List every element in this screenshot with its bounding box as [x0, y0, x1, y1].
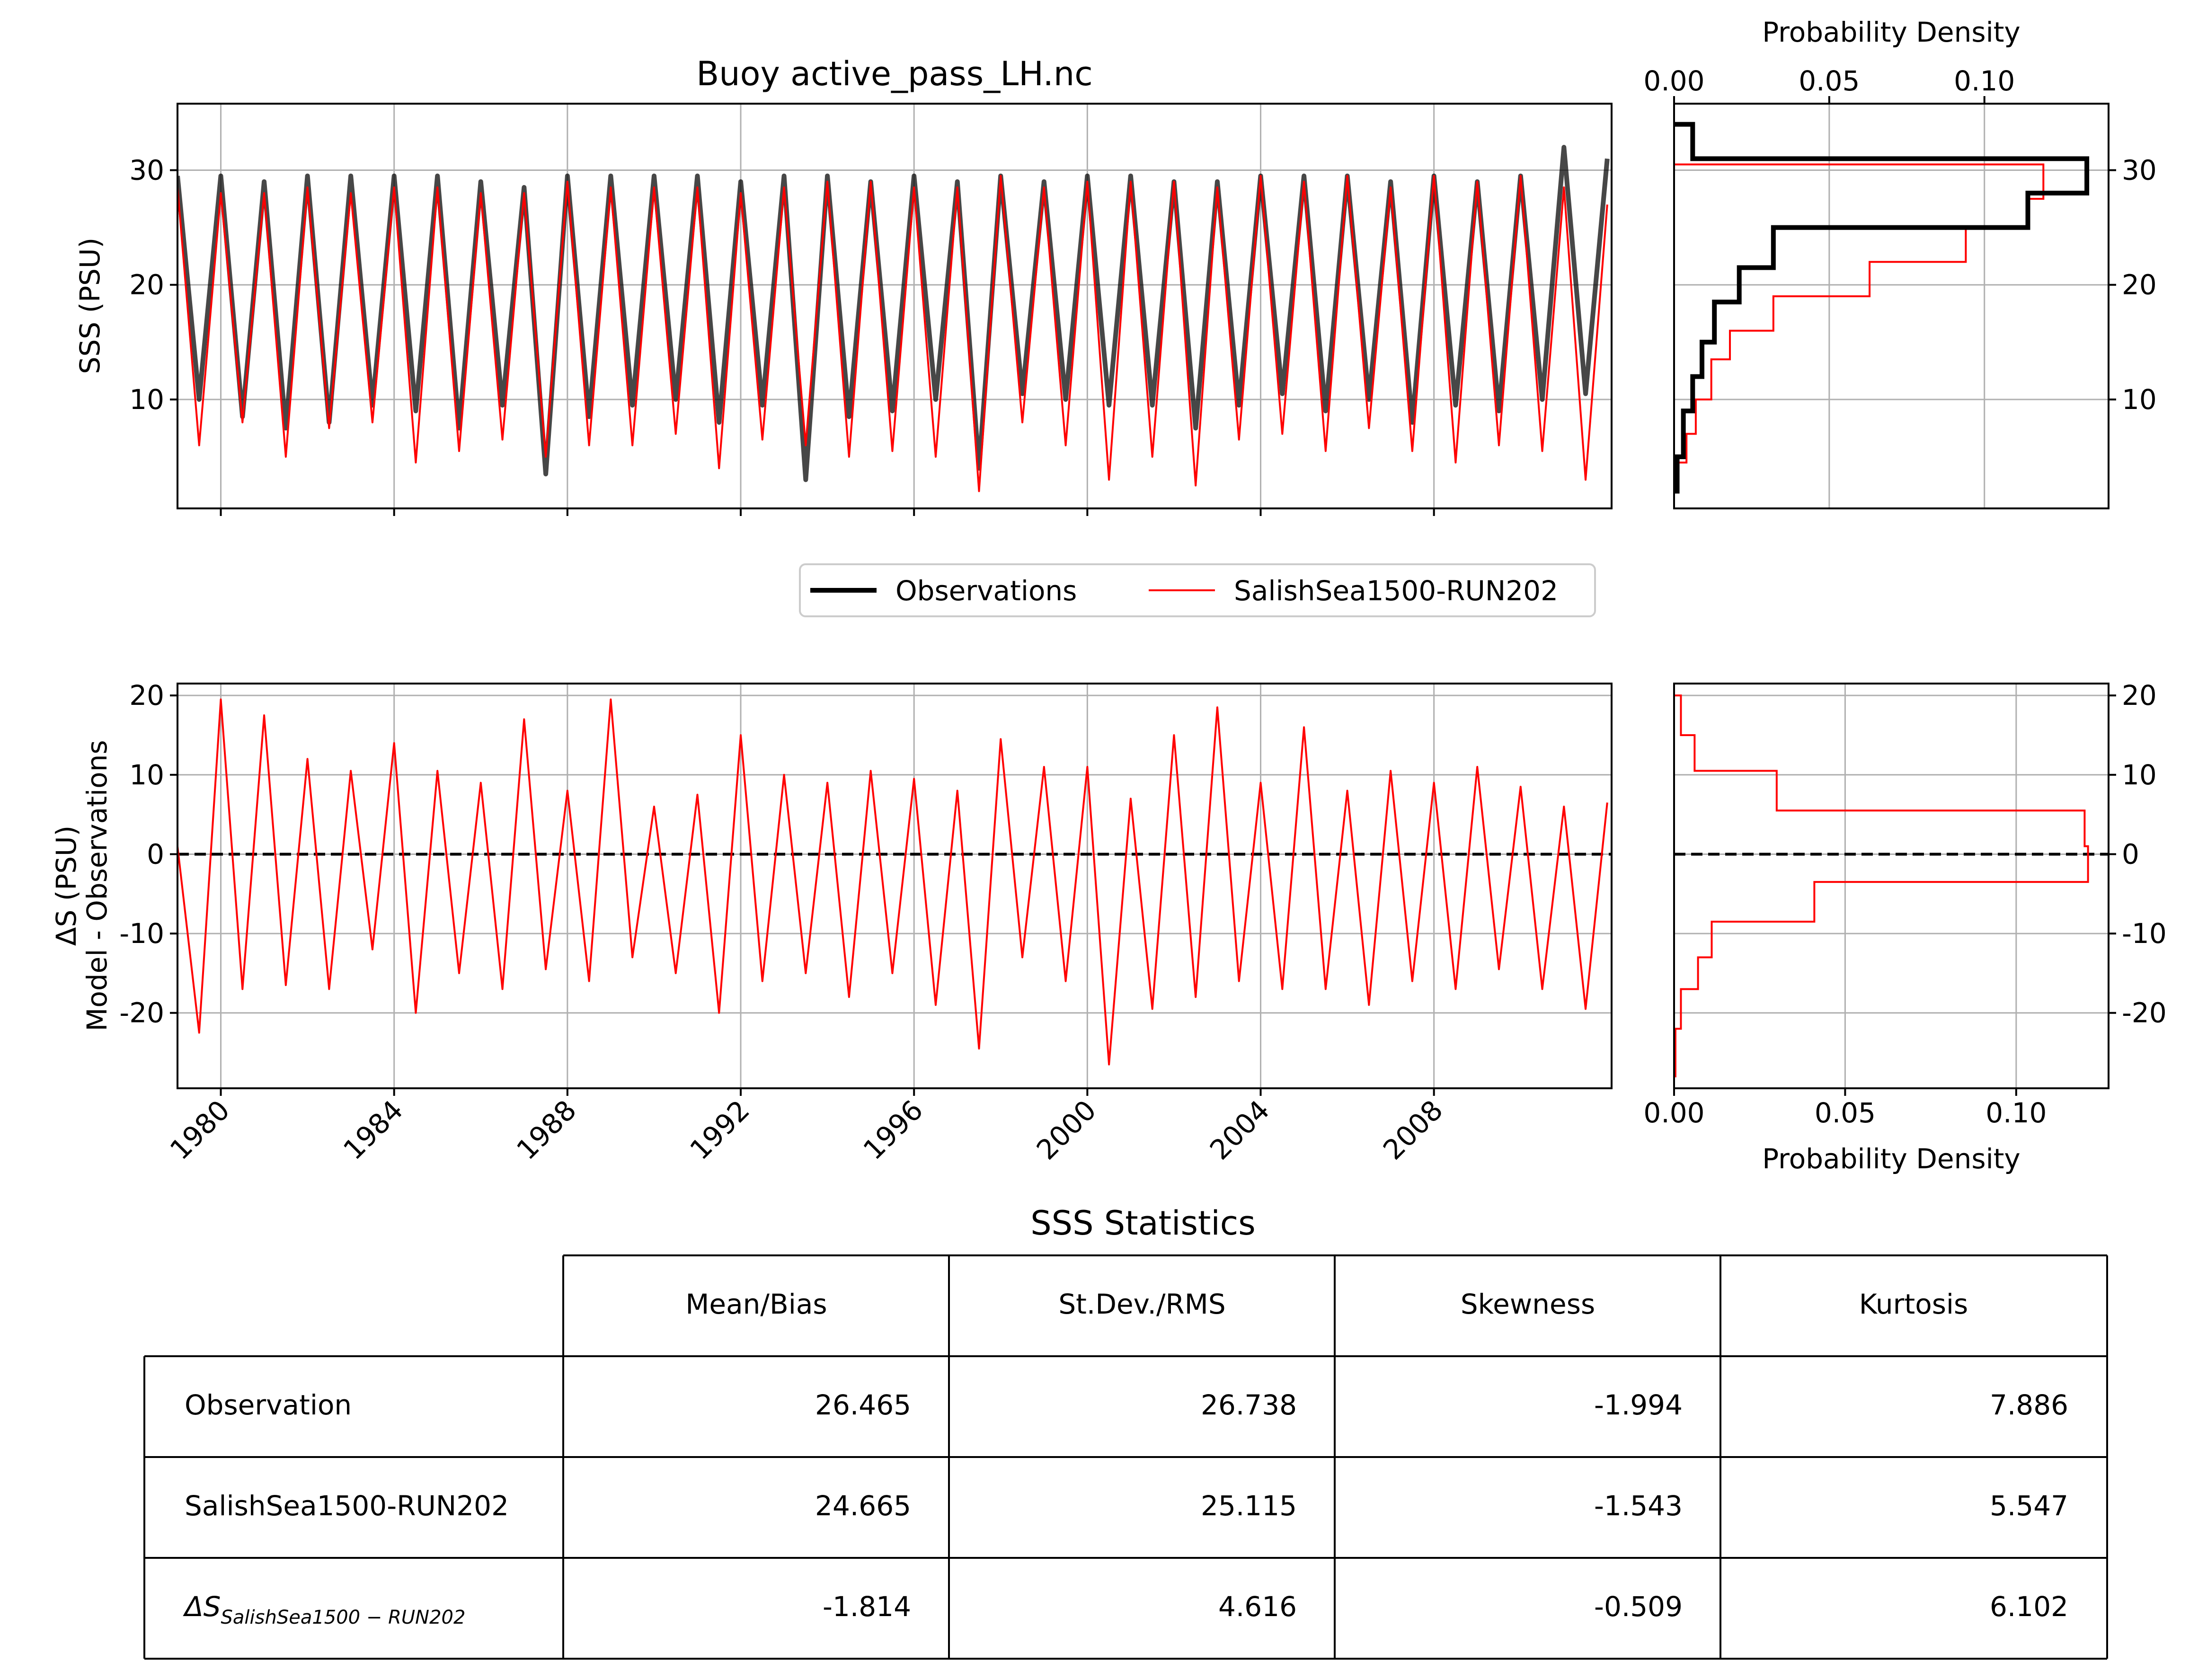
- sss-timeseries-frame: [177, 103, 1613, 509]
- delta-s-timeseries-yticks: -20 -10 0 10 20: [119, 679, 177, 1029]
- delta-s-histogram-panel: 0.00 0.05 0.10 -20 -10 0 10 20 Probability Den…: [1643, 679, 2166, 1175]
- table-row-label-delta-main: ΔS: [183, 1591, 221, 1623]
- y-tick-label: 20: [129, 679, 164, 711]
- delta-s-timeseries-frame: [177, 683, 1613, 1089]
- y-tick-label: 10: [2122, 383, 2157, 416]
- legend-label-model: SalishSea1500-RUN202: [1234, 575, 1558, 607]
- table-cell-obs-stdev: 26.738: [1201, 1389, 1297, 1421]
- sss-histogram-panel: Probability Density 0.00 0.05 0.10 10 20 30: [1643, 16, 2157, 509]
- sss-histogram-yticks: 10 20 30: [2109, 154, 2157, 416]
- sss-timeseries-yticks: 10 20 30: [129, 154, 177, 416]
- delta-s-ylabel-2: Model - Observations: [81, 740, 113, 1031]
- table-cell-delta-kurtosis: 6.102: [1990, 1591, 2068, 1623]
- y-tick-label: 0: [2122, 838, 2139, 870]
- y-tick-label: 20: [2122, 679, 2157, 711]
- delta-s-histogram-frame: [1673, 683, 2110, 1089]
- table-header-skewness: Skewness: [1461, 1288, 1595, 1320]
- table-row-label-delta-sub: SalishSea1500 − RUN202: [221, 1607, 466, 1628]
- statistics-table-grid: [143, 1254, 2108, 1660]
- timeseries-title: Buoy active_pass_LH.nc: [696, 54, 1092, 93]
- table-row-label-delta: ΔSSalishSea1500 − RUN202: [183, 1591, 465, 1628]
- observations-histogram: [1674, 122, 2090, 494]
- x-tick-label: 0.00: [1643, 1097, 1704, 1129]
- sss-histogram-xlabel: Probability Density: [1762, 16, 2021, 48]
- y-tick-label: 10: [129, 383, 164, 416]
- table-cell-model-stdev: 25.115: [1201, 1490, 1297, 1522]
- x-tick-label: 2008: [1377, 1094, 1449, 1166]
- table-cell-model-mean: 24.665: [815, 1490, 911, 1522]
- x-tick-label: 0.10: [1985, 1097, 2047, 1129]
- sss-timeseries-panel: 10 20 30 SSS (PSU): [74, 103, 1613, 516]
- table-header-kurtosis: Kurtosis: [1859, 1288, 1968, 1320]
- sss-timeseries-grid: [177, 104, 1612, 508]
- y-tick-label: 10: [2122, 759, 2157, 791]
- y-tick-label: -10: [2122, 917, 2167, 950]
- table-cell-obs-skewness: -1.994: [1594, 1389, 1683, 1421]
- delta-s-histogram-grid: [1673, 684, 2109, 1088]
- y-tick-label: 20: [2122, 269, 2157, 301]
- x-tick-label: 0.05: [1815, 1097, 1876, 1129]
- x-tick-label: 1996: [857, 1094, 929, 1166]
- table-row-label-model: SalishSea1500-RUN202: [185, 1490, 509, 1522]
- y-tick-label: 0: [147, 838, 164, 870]
- y-tick-label: 10: [129, 759, 164, 791]
- table-cell-obs-mean: 26.465: [815, 1389, 911, 1421]
- sss-timeseries-xticks: [220, 508, 1435, 516]
- x-tick-label: 0.00: [1643, 65, 1704, 97]
- x-tick-label: 1992: [683, 1094, 755, 1166]
- sss-histogram-frame: [1673, 103, 2110, 509]
- observations-line: [177, 145, 1610, 482]
- sss-histogram-xticks: 0.00 0.05 0.10: [1643, 65, 2015, 104]
- model-line: [177, 175, 1608, 492]
- x-tick-label: 0.05: [1799, 65, 1860, 97]
- y-tick-label: -20: [2122, 997, 2167, 1029]
- table-cell-delta-skewness: -0.509: [1594, 1591, 1683, 1623]
- x-tick-label: 2000: [1030, 1094, 1102, 1166]
- table-cell-delta-mean: -1.814: [823, 1591, 911, 1623]
- table-cell-delta-stdev: 4.616: [1218, 1591, 1297, 1623]
- y-tick-label: 30: [2122, 154, 2157, 186]
- delta-s-timeseries-grid: [177, 684, 1612, 1088]
- delta-s-timeseries-xticks: 1980 1984 1988 1992 1996 2000 2004 2008: [164, 1088, 1449, 1166]
- delta-s-timeseries-panel: -20 -10 0 10 20 1980 1984 1988 1992 1996 2000 2004…: [50, 679, 1613, 1166]
- statistics-table: SSS Statistics Mean/Bias St.Dev./RMS Ske…: [143, 1204, 2108, 1660]
- delta-s-histogram-yticks: -20 -10 0 10 20: [2109, 679, 2167, 1029]
- x-tick-label: 1980: [164, 1094, 236, 1166]
- delta-s-histogram-xlabel: Probability Density: [1762, 1143, 2021, 1175]
- delta-s-line: [177, 698, 1608, 1066]
- table-cell-obs-kurtosis: 7.886: [1990, 1389, 2068, 1421]
- delta-s-ylabel: ΔS (PSU): [50, 826, 82, 946]
- x-tick-label: 1984: [337, 1094, 409, 1166]
- y-tick-label: 30: [129, 154, 164, 186]
- statistics-title: SSS Statistics: [1030, 1204, 1256, 1243]
- table-cell-model-kurtosis: 5.547: [1990, 1490, 2068, 1522]
- y-tick-label: -10: [119, 917, 164, 950]
- x-tick-label: 1988: [510, 1094, 582, 1166]
- table-cell-model-skewness: -1.543: [1594, 1490, 1683, 1522]
- x-tick-label: 0.10: [1954, 65, 2015, 97]
- x-tick-label: 2004: [1204, 1094, 1276, 1166]
- table-row-label-observation: Observation: [185, 1389, 352, 1421]
- delta-s-histogram: [1674, 694, 2089, 1077]
- legend-label-observations: Observations: [895, 575, 1077, 607]
- model-histogram: [1674, 163, 2045, 492]
- table-header-stdev: St.Dev./RMS: [1058, 1288, 1225, 1320]
- delta-s-histogram-xticks: 0.00 0.05 0.10: [1643, 1088, 2047, 1129]
- legend: Observations SalishSea1500-RUN202: [799, 563, 1596, 617]
- sss-ylabel: SSS (PSU): [74, 238, 106, 374]
- y-tick-label: 20: [129, 269, 164, 301]
- table-header-mean: Mean/Bias: [685, 1288, 827, 1320]
- y-tick-label: -20: [119, 997, 164, 1029]
